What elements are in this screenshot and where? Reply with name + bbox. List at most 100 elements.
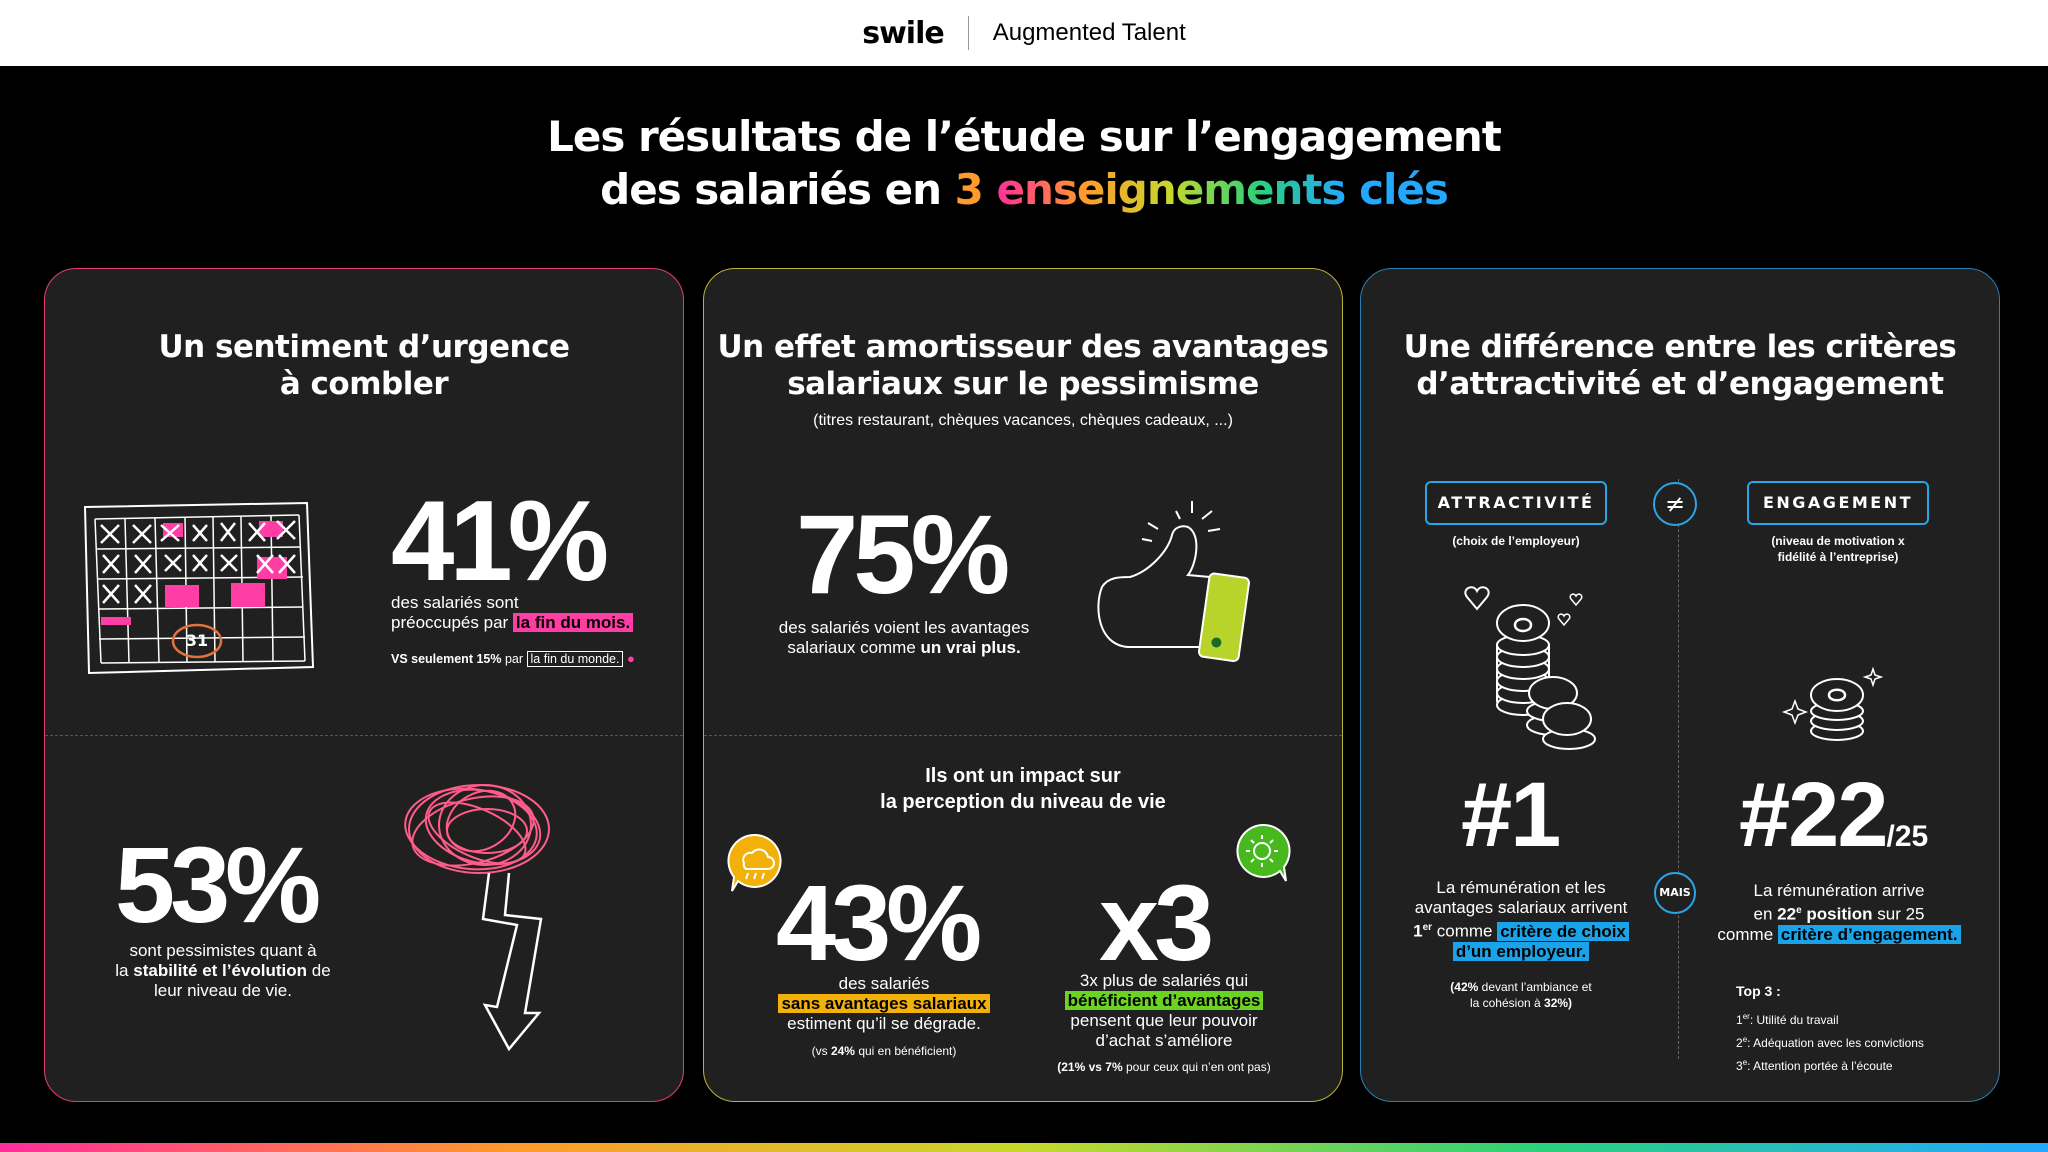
coin-stack-small-icon: [1781, 666, 1884, 741]
stat-x3-line3: pensent que leur pouvoir: [1070, 1011, 1258, 1030]
stat-43-note: (vs 24% qui en bénéficient): [754, 1043, 1014, 1059]
note-32: 32%): [1544, 996, 1573, 1010]
stat-x3-line4: d’achat s’améliore: [1095, 1031, 1233, 1050]
stat-43-note-a: (vs: [811, 1044, 828, 1058]
stat-x3: x3: [1099, 862, 1214, 983]
tag-engagement-sub-2: fidélité à l’entreprise): [1777, 550, 1899, 564]
title-rainbow-word: enseignements: [996, 165, 1346, 214]
stat-53-line1: sont pessimistes quant à: [129, 941, 317, 960]
stat-75-line2-text: salariaux comme: [787, 638, 916, 657]
top3-item-3-sup: e: [1742, 1058, 1748, 1067]
highlight-critere-choix: critère de choix: [1497, 921, 1629, 941]
rank-1: #1: [1461, 764, 1561, 866]
top3-item-3-num: 3: [1736, 1059, 1743, 1073]
highlight-employeur: d’un employeur.: [1452, 941, 1590, 961]
stat-75-bold: un vrai plus.: [920, 638, 1021, 657]
fin-du-monde-box: la fin du monde.: [526, 651, 624, 667]
panel-avantages: Un effet amortisseur des avantages salar…: [703, 268, 1343, 1102]
engagement-line2: en 22e position sur 25: [1709, 901, 1969, 925]
top3-item: 2e: Adéquation avec les convictions: [1736, 1030, 1924, 1053]
note-ambiance: devant l’ambiance et: [1481, 980, 1592, 994]
engagement-line1: La rémunération arrive: [1753, 881, 1925, 900]
top3-title: Top 3 :: [1736, 983, 1781, 999]
stat-x3-line1: 3x plus de salariés qui: [1079, 971, 1249, 990]
rank-first-sup: er: [1422, 922, 1433, 933]
engagement-caption: La rémunération arrive en 22e position s…: [1709, 881, 1969, 945]
not-equal-badge: ≠: [1653, 482, 1697, 526]
panel1-title-line2: à combler: [279, 366, 449, 402]
highlight-critere-engagement: critère d’engagement.: [1777, 924, 1961, 944]
stat-53-de: de: [311, 961, 331, 980]
panel3-title-line2: d’attractivité et d’engagement: [1416, 366, 1944, 402]
title-number: 3: [954, 165, 984, 214]
stat-x3-caption: 3x plus de salariés qui bénéficient d’av…: [1034, 971, 1294, 1051]
title-last-word: clés: [1359, 165, 1449, 214]
attractivite-comme: comme: [1436, 921, 1493, 941]
stat-43-note-c: qui en bénéficient): [858, 1044, 957, 1058]
note-42: (42%: [1450, 980, 1479, 994]
stat-41-caption-line2: préoccupés par la fin du mois.: [391, 613, 634, 633]
top-bar: swile Augmented Talent: [0, 0, 2048, 66]
attractivite-note: (42% devant l’ambiance et la cohésion à …: [1401, 979, 1641, 1011]
stat-43-percent: 43%: [776, 862, 982, 983]
panel1-title-line1: Un sentiment d’urgence: [158, 329, 570, 365]
stat-41-caption-line1: des salariés sont: [391, 593, 519, 612]
panel2-title-line1: Un effet amortisseur des avantages: [717, 329, 1329, 365]
rank-22-suffix: /25: [1886, 820, 1929, 853]
rainbow-footer-bar: [0, 1143, 2048, 1152]
stat-75-percent: 75%: [796, 492, 1010, 617]
rank-22-text: 22: [1777, 904, 1797, 924]
stat-53-line2: la stabilité et l’évolution de: [103, 961, 343, 981]
rank-first: 1: [1413, 921, 1423, 941]
panel2-divider: [704, 735, 1342, 736]
tangled-arrow-illustration: [404, 784, 550, 1052]
engagement-comme: comme: [1717, 924, 1774, 944]
rank-22-sup: e: [1796, 905, 1802, 916]
stat-53-la: la: [115, 961, 129, 980]
top3-item-2-text: : Adéquation avec les convictions: [1747, 1036, 1924, 1050]
stat-43-note-b: 24%: [830, 1044, 855, 1058]
calendar-crosses: [100, 520, 296, 604]
vs-15-percent: VS seulement 15%: [391, 652, 502, 666]
vs-fin-du-monde: VS seulement 15% par la fin du monde. ●: [391, 651, 635, 667]
stat-x3-note-a: (21% vs 7%: [1057, 1060, 1123, 1074]
tag-attractivite: ATTRACTIVITÉ: [1425, 481, 1607, 525]
thumbs-up-icon: [1097, 501, 1250, 663]
engagement-en: en: [1753, 904, 1773, 924]
sun-badge-icon: [1236, 823, 1291, 882]
highlight-sans-avantages: sans avantages salariaux: [778, 994, 990, 1013]
header-subtitle: Augmented Talent: [992, 19, 1186, 46]
stat-53-caption: sont pessimistes quant à la stabilité et…: [103, 941, 343, 1001]
panel2-subtitle: (titres restaurant, chèques vacances, ch…: [813, 412, 1233, 429]
stat-43-line3: estiment qu’il se dégrade.: [787, 1014, 981, 1033]
panel2-title-line2: salariaux sur le pessimisme: [787, 366, 1259, 402]
engagement-sur-25: sur 25: [1877, 904, 1925, 924]
tag-engagement-sub: (niveau de motivation x fidélité à l’ent…: [1747, 533, 1929, 565]
mais-badge: MAIS: [1654, 872, 1696, 914]
stat-43-line1: des salariés: [838, 974, 930, 993]
top3-item: 1er: Utilité du travail: [1736, 1007, 1924, 1030]
stat-43-caption: des salariés sans avantages salariaux es…: [754, 974, 1014, 1034]
stat-x3-note-b: pour ceux qui n’en ont pas): [1125, 1060, 1271, 1074]
note-cohesion: la cohésion à: [1469, 996, 1541, 1010]
calendar-illustration: [83, 501, 315, 675]
title-line-2-start: des salariés en: [600, 165, 942, 214]
stat-75-caption: des salariés voient les avantages salari…: [754, 618, 1054, 658]
top3-item-3-text: : Attention portée à l’écoute: [1747, 1059, 1893, 1073]
top3-item: 3e: Attention portée à l’écoute: [1736, 1053, 1924, 1076]
flame-icon: ●: [626, 651, 635, 666]
panel3-title: Une différence entre les critères d’attr…: [1361, 329, 1999, 403]
tag-engagement-sub-1: (niveau de motivation x: [1771, 534, 1905, 548]
top3-list: 1er: Utilité du travail 2e: Adéquation a…: [1736, 1007, 1924, 1076]
stat-75-line2: salariaux comme un vrai plus.: [754, 638, 1054, 658]
attractivite-line1: La rémunération et les: [1436, 878, 1606, 897]
rank-22: #22/25: [1739, 769, 1928, 861]
panel3-title-line1: Une différence entre les critères: [1403, 329, 1957, 365]
panel1-divider: [45, 735, 683, 736]
stat-53-line3: leur niveau de vie.: [154, 981, 292, 1000]
highlight-fin-du-mois: la fin du mois.: [512, 613, 634, 632]
highlight-beneficient: bénéficient d’avantages: [1064, 991, 1264, 1010]
top3-item-2-sup: e: [1742, 1035, 1748, 1044]
tag-engagement: ENGAGEMENT: [1747, 481, 1929, 525]
stat-75-line1: des salariés voient les avantages: [778, 618, 1030, 637]
